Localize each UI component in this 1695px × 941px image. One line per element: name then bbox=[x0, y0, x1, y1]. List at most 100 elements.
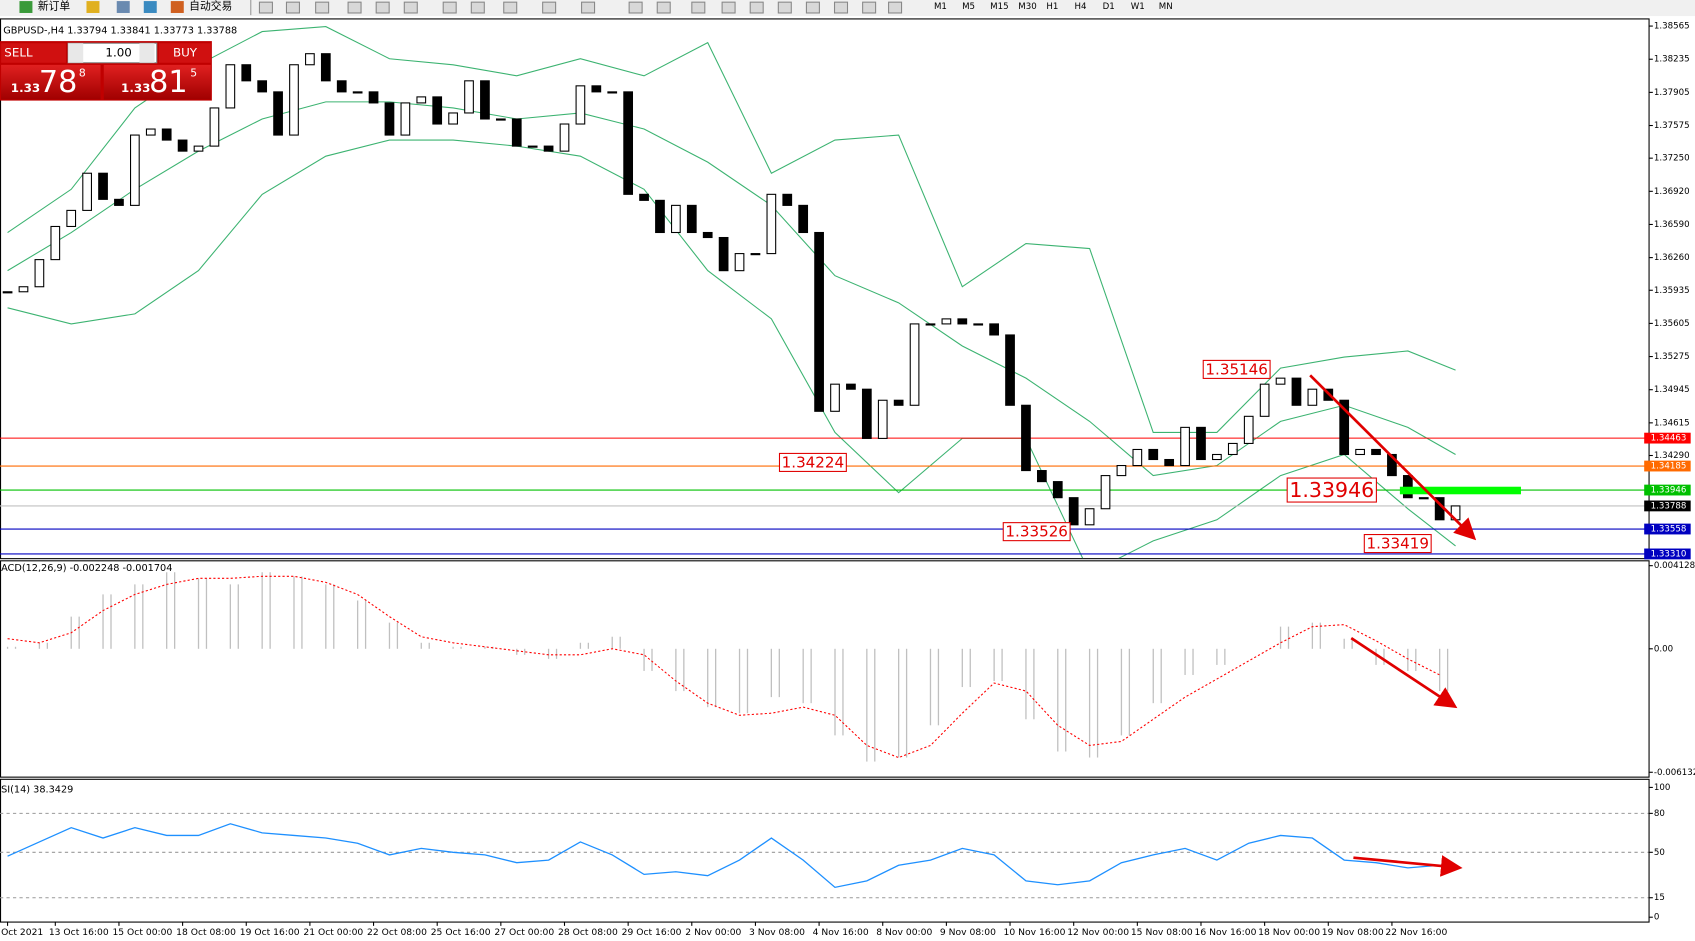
icon[interactable] bbox=[116, 1, 130, 13]
candle bbox=[98, 172, 108, 200]
candle bbox=[830, 383, 840, 412]
icon[interactable] bbox=[143, 1, 157, 13]
macd-panel bbox=[0, 560, 1650, 778]
candle bbox=[782, 193, 793, 206]
icon[interactable] bbox=[86, 1, 100, 13]
rsi-panel bbox=[0, 778, 1650, 923]
x-tick-label: 19 Oct 16:00 bbox=[240, 927, 300, 938]
toolbar-icon[interactable] bbox=[691, 1, 706, 14]
buy-button[interactable] bbox=[158, 43, 211, 63]
toolbar-icon[interactable] bbox=[805, 1, 820, 14]
candle bbox=[766, 193, 777, 255]
timeframe-button[interactable]: M5 bbox=[962, 2, 975, 12]
candle bbox=[145, 128, 156, 136]
toolbar-icon[interactable] bbox=[721, 1, 736, 14]
toolbar-icon[interactable] bbox=[442, 1, 457, 14]
toolbar-icon[interactable] bbox=[470, 1, 485, 14]
toolbar-icon[interactable] bbox=[888, 1, 903, 14]
icon[interactable] bbox=[170, 1, 184, 13]
candle bbox=[1148, 448, 1159, 461]
buy-price-prefix: 1.33 bbox=[121, 81, 150, 95]
lot-up[interactable] bbox=[139, 43, 155, 63]
buy-label[interactable]: BUY bbox=[173, 45, 198, 59]
x-tick-label: 25 Oct 16:00 bbox=[431, 927, 491, 938]
candle bbox=[957, 318, 968, 325]
timeframe-button[interactable]: M15 bbox=[990, 2, 1008, 12]
timeframe-button[interactable]: D1 bbox=[1103, 2, 1115, 12]
candle bbox=[480, 80, 490, 120]
timeframe-button[interactable]: W1 bbox=[1131, 2, 1145, 12]
new-order-button[interactable]: 新订单 bbox=[38, 0, 71, 12]
sell-price-box[interactable] bbox=[1, 64, 101, 100]
candle bbox=[1418, 497, 1429, 500]
candle bbox=[925, 323, 936, 326]
candle bbox=[639, 193, 649, 201]
candle bbox=[1227, 442, 1238, 456]
rsi-arrow bbox=[1353, 855, 1463, 877]
timeframe-button[interactable]: H4 bbox=[1075, 2, 1087, 12]
y-tick-label: 1.38565 bbox=[1654, 22, 1690, 32]
candle bbox=[18, 286, 29, 293]
toolbar-icon[interactable] bbox=[258, 1, 273, 14]
x-tick-label: 15 Oct 00:00 bbox=[112, 927, 172, 938]
toolbar-icon[interactable] bbox=[777, 1, 792, 14]
y-tick-label: 15 bbox=[1654, 893, 1665, 903]
toolbar-icon[interactable] bbox=[347, 1, 362, 14]
candle bbox=[130, 134, 140, 206]
y-tick-label: 1.37250 bbox=[1654, 154, 1690, 164]
toolbar-icon[interactable] bbox=[542, 1, 557, 14]
candle bbox=[861, 388, 872, 439]
toolbar-icon[interactable] bbox=[656, 1, 671, 14]
candle bbox=[591, 85, 602, 93]
timeframe-button[interactable]: MN bbox=[1159, 2, 1173, 12]
candle bbox=[909, 323, 920, 406]
candle bbox=[846, 383, 856, 390]
timeframe-button[interactable]: M30 bbox=[1018, 2, 1036, 12]
annotation-box bbox=[1363, 534, 1432, 554]
trend-arrow bbox=[1309, 374, 1477, 541]
toolbar-icon[interactable] bbox=[375, 1, 390, 14]
toolbar-icon[interactable] bbox=[503, 1, 518, 14]
timeframe-button[interactable]: M1 bbox=[934, 2, 947, 12]
x-tick-label: 16 Nov 16:00 bbox=[1194, 927, 1256, 938]
annotation-box bbox=[1002, 522, 1071, 542]
candle bbox=[798, 204, 809, 234]
toolbar-icon[interactable] bbox=[862, 1, 877, 14]
toolbar-icon[interactable] bbox=[749, 1, 764, 14]
lot-down[interactable] bbox=[68, 43, 84, 63]
candle bbox=[432, 96, 443, 125]
buy-price-box[interactable] bbox=[103, 64, 211, 100]
y-tick-label: 0 bbox=[1654, 913, 1659, 923]
candle bbox=[1164, 458, 1175, 467]
icon[interactable] bbox=[19, 1, 33, 13]
candle bbox=[527, 145, 538, 148]
timeframe-button[interactable]: H1 bbox=[1046, 2, 1058, 12]
lot-input[interactable] bbox=[67, 42, 158, 64]
toolbar-icon[interactable] bbox=[285, 1, 300, 14]
price-level-tag bbox=[1644, 484, 1691, 496]
price-level-tag bbox=[1644, 500, 1691, 512]
candle bbox=[1371, 448, 1381, 456]
toolbar-icon[interactable] bbox=[628, 1, 643, 14]
support-zone bbox=[1399, 486, 1521, 495]
y-tick-label: 1.36590 bbox=[1654, 220, 1690, 230]
candle bbox=[686, 204, 697, 234]
x-tick-label: 15 Nov 08:00 bbox=[1131, 927, 1193, 938]
lot-value[interactable]: 1.00 bbox=[105, 45, 131, 59]
toolbar-icon[interactable] bbox=[315, 1, 330, 14]
sell-label[interactable]: SELL bbox=[4, 45, 33, 59]
sell-price-sup: 8 bbox=[79, 67, 86, 80]
toolbar-icon[interactable] bbox=[833, 1, 849, 14]
toolbar-icon[interactable] bbox=[403, 1, 418, 14]
macd-signal bbox=[7, 575, 1440, 759]
candle bbox=[400, 102, 411, 136]
toolbar-icon[interactable] bbox=[581, 1, 596, 14]
x-tick-label: Oct 2021 bbox=[1, 927, 43, 938]
annotation: 1.33946 bbox=[1289, 478, 1374, 502]
y-tick-label: 1.34945 bbox=[1654, 385, 1690, 395]
sell-button[interactable] bbox=[1, 43, 66, 63]
auto-trading-button[interactable]: 自动交易 bbox=[189, 0, 232, 12]
candle bbox=[1052, 481, 1063, 499]
candle bbox=[1180, 426, 1190, 467]
chart-window bbox=[0, 16, 1695, 941]
